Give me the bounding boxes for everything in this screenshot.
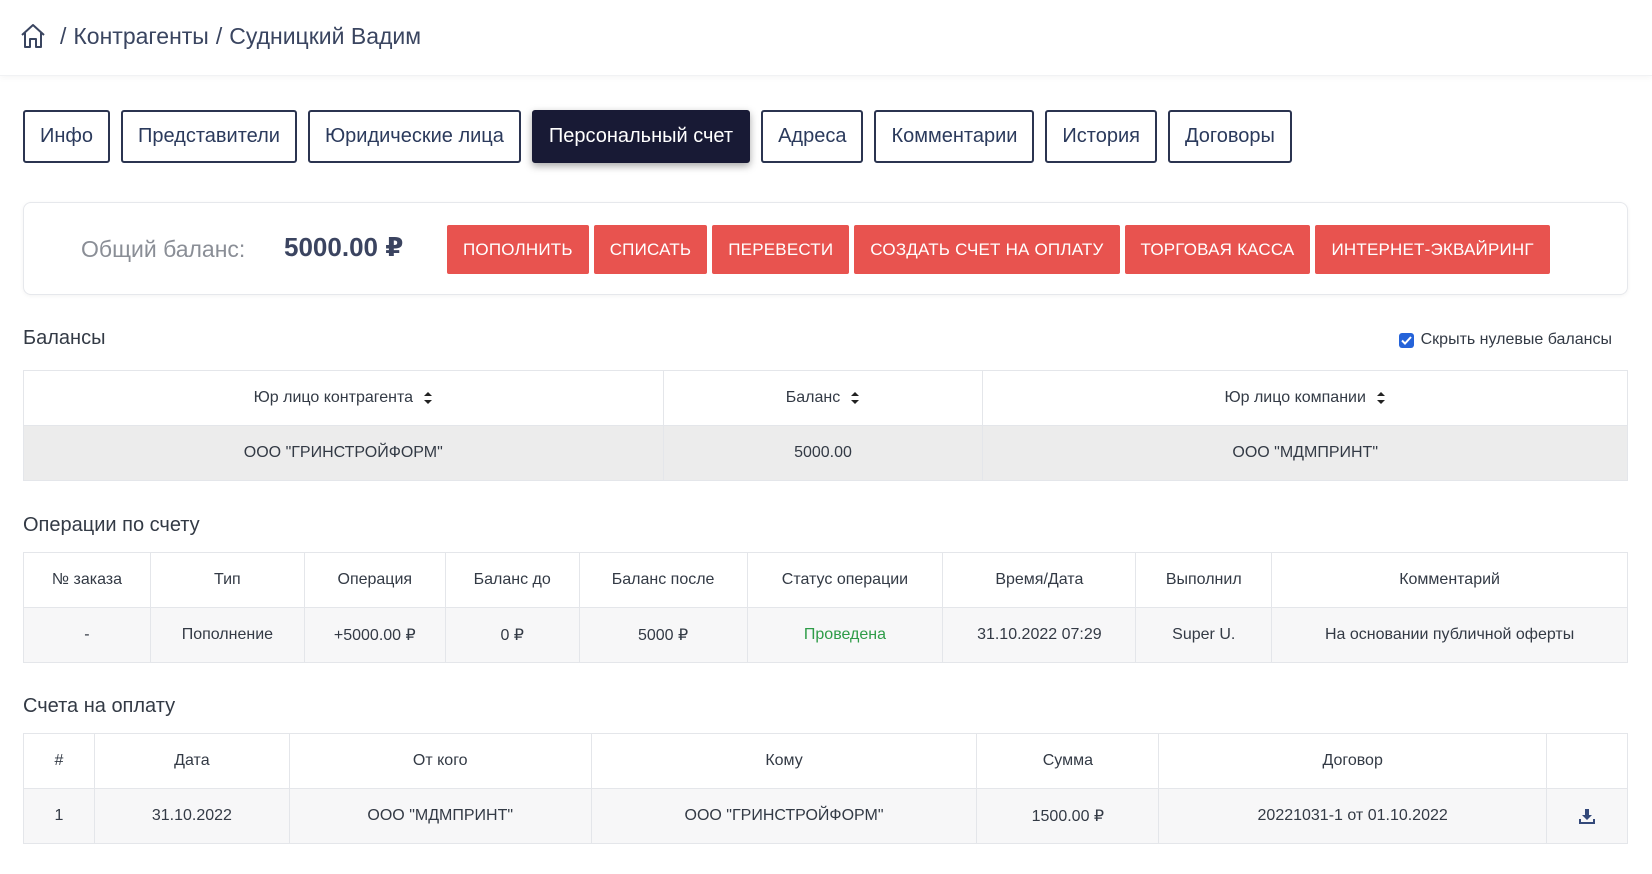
invoice-number-cell: 1 bbox=[23, 788, 95, 844]
table-row[interactable]: 1 31.10.2022 ООО "МДМПРИНТ" ООО "ГРИНСТР… bbox=[23, 788, 1628, 844]
table-row[interactable]: - Пополнение +5000.00 ₽ 0 ₽ 5000 ₽ Прове… bbox=[23, 607, 1628, 663]
balances-table: Юр лицо контрагента Баланс Юр лицо компа… bbox=[23, 370, 1628, 481]
column-header: # bbox=[23, 733, 95, 789]
column-header: Выполнил bbox=[1135, 552, 1273, 608]
balance-cell: 5000.00 bbox=[662, 425, 984, 481]
breadcrumb-current: Судницкий Вадим bbox=[229, 22, 422, 49]
sort-icon[interactable] bbox=[1376, 391, 1386, 405]
column-header: Операция bbox=[303, 552, 446, 608]
column-header: Время/Дата bbox=[942, 552, 1137, 608]
home-icon[interactable] bbox=[19, 22, 47, 50]
internet-acquiring-button[interactable]: ИНТЕРНЕТ-ЭКВАЙРИНГ bbox=[1315, 225, 1550, 274]
tab-addresses[interactable]: Адреса bbox=[761, 110, 864, 163]
column-header: Тип bbox=[149, 552, 305, 608]
operations-title: Операции по счету bbox=[23, 514, 200, 536]
order-number-cell: - bbox=[23, 607, 151, 663]
operation-cell: +5000.00 ₽ bbox=[303, 607, 446, 663]
invoices-title: Счета на оплату bbox=[23, 695, 176, 717]
table-header: # Дата От кого Кому Сумма Договор bbox=[23, 733, 1628, 789]
type-cell: Пополнение bbox=[149, 607, 305, 663]
breadcrumb-contractors[interactable]: Контрагенты bbox=[73, 22, 209, 49]
tab-comments[interactable]: Комментарии bbox=[874, 110, 1035, 163]
company-entity-cell: ООО "МДМПРИНТ" bbox=[982, 425, 1628, 481]
hide-zero-checkbox[interactable] bbox=[1398, 332, 1414, 348]
column-header: Сумма bbox=[976, 733, 1160, 789]
balances-title: Балансы bbox=[23, 327, 106, 349]
column-header: Дата bbox=[93, 733, 290, 789]
sort-icon[interactable] bbox=[423, 391, 433, 405]
balance-card: Общий баланс: 5000.00 ₽ ПОПОЛНИТЬ СПИСАТ… bbox=[23, 202, 1628, 295]
table-header: № заказа Тип Операция Баланс до Баланс п… bbox=[23, 552, 1628, 608]
invoice-date-cell: 31.10.2022 bbox=[93, 788, 290, 844]
tab-representatives[interactable]: Представители bbox=[121, 110, 297, 163]
transfer-button[interactable]: ПЕРЕВЕСТИ bbox=[712, 225, 850, 274]
balance-after-cell: 5000 ₽ bbox=[578, 607, 748, 663]
invoices-table: # Дата От кого Кому Сумма Договор 1 31.1… bbox=[23, 733, 1628, 844]
write-off-button[interactable]: СПИСАТЬ bbox=[593, 225, 708, 274]
column-header: Баланс после bbox=[578, 552, 748, 608]
column-header bbox=[1546, 733, 1628, 789]
hide-zero-label: Скрыть нулевые балансы bbox=[1420, 331, 1612, 348]
download-cell bbox=[1546, 788, 1628, 844]
sort-icon[interactable] bbox=[850, 391, 860, 405]
tab-history[interactable]: История bbox=[1045, 110, 1157, 163]
column-header[interactable]: Юр лицо компании bbox=[982, 370, 1628, 426]
counterparty-entity-cell: ООО "ГРИНСТРОЙФОРМ" bbox=[23, 425, 664, 481]
top-bar: / Контрагенты / Судницкий Вадим bbox=[0, 0, 1652, 76]
balance-actions: ПОПОЛНИТЬ СПИСАТЬ ПЕРЕВЕСТИ СОЗДАТЬ СЧЕТ… bbox=[447, 225, 1550, 274]
column-header: № заказа bbox=[23, 552, 151, 608]
column-header: Кому bbox=[590, 733, 978, 789]
invoice-to-cell: ООО "ГРИНСТРОЙФОРМ" bbox=[590, 788, 978, 844]
breadcrumb-separator: / bbox=[60, 22, 67, 49]
tab-bar: Инфо Представители Юридические лица Перс… bbox=[23, 110, 1292, 163]
column-header: От кого bbox=[288, 733, 592, 789]
column-header: Статус операции bbox=[746, 552, 944, 608]
invoice-amount-cell: 1500.00 ₽ bbox=[976, 788, 1160, 844]
total-balance-label: Общий баланс: bbox=[81, 236, 246, 262]
tab-personal-account[interactable]: Персональный счет bbox=[531, 110, 751, 163]
balance-before-cell: 0 ₽ bbox=[444, 607, 580, 663]
column-header[interactable]: Баланс bbox=[662, 370, 984, 426]
breadcrumb: / Контрагенты / Судницкий Вадим bbox=[19, 20, 421, 52]
column-header: Договор bbox=[1158, 733, 1548, 789]
total-balance-value: 5000.00 ₽ bbox=[284, 232, 404, 262]
invoice-contract-cell: 20221031-1 от 01.10.2022 bbox=[1158, 788, 1548, 844]
breadcrumb-separator: / bbox=[215, 22, 223, 49]
create-invoice-button[interactable]: СОЗДАТЬ СЧЕТ НА ОПЛАТУ bbox=[854, 225, 1120, 274]
column-header[interactable]: Юр лицо контрагента bbox=[23, 370, 664, 426]
trade-cash-button[interactable]: ТОРГОВАЯ КАССА bbox=[1124, 225, 1311, 274]
tab-info[interactable]: Инфо bbox=[23, 110, 110, 163]
tab-legal-entities[interactable]: Юридические лица bbox=[307, 110, 521, 163]
table-row[interactable]: ООО "ГРИНСТРОЙФОРМ" 5000.00 ООО "МДМПРИН… bbox=[23, 425, 1628, 481]
download-icon[interactable] bbox=[1579, 808, 1595, 824]
hide-zero-balances-toggle[interactable]: Скрыть нулевые балансы bbox=[1398, 331, 1612, 349]
invoice-from-cell: ООО "МДМПРИНТ" bbox=[288, 788, 592, 844]
comment-cell: На основании публичной оферты bbox=[1271, 607, 1628, 663]
datetime-cell: 31.10.2022 07:29 bbox=[942, 607, 1137, 663]
column-header: Комментарий bbox=[1271, 552, 1628, 608]
table-header: Юр лицо контрагента Баланс Юр лицо компа… bbox=[23, 370, 1628, 426]
top-up-button[interactable]: ПОПОЛНИТЬ bbox=[447, 225, 589, 274]
operations-table: № заказа Тип Операция Баланс до Баланс п… bbox=[23, 552, 1628, 663]
column-header: Баланс до bbox=[444, 552, 580, 608]
performed-by-cell: Super U. bbox=[1135, 607, 1273, 663]
status-cell: Проведена bbox=[746, 607, 944, 663]
tab-contracts[interactable]: Договоры bbox=[1167, 110, 1292, 163]
